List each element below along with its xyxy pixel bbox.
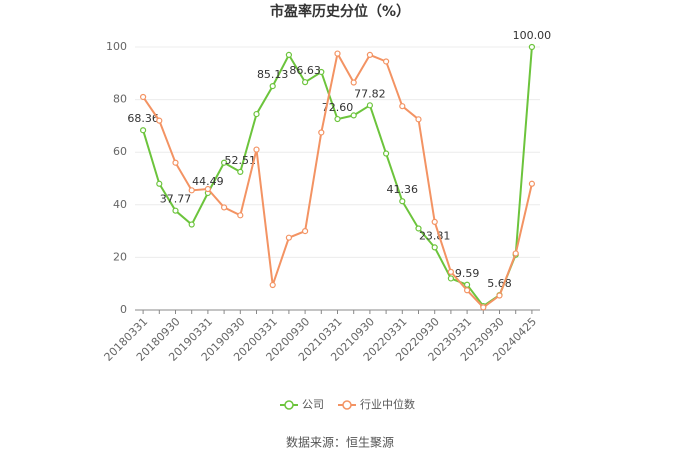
y-tick-label: 20 (113, 250, 127, 263)
data-label: 100.00 (513, 29, 552, 42)
y-tick-label: 0 (120, 303, 127, 316)
legend-label: 行业中位数 (360, 397, 415, 411)
point (302, 79, 309, 86)
point (431, 218, 438, 225)
point (350, 79, 357, 86)
point (221, 159, 228, 166)
legend-marker (342, 400, 352, 410)
point (528, 43, 536, 51)
point (528, 180, 536, 187)
point (447, 275, 454, 282)
point (431, 244, 438, 251)
point (480, 304, 487, 311)
data-label: 52.51 (225, 154, 257, 167)
point (253, 146, 260, 153)
point (512, 250, 519, 257)
point (399, 103, 406, 110)
point (285, 234, 292, 241)
point (269, 281, 276, 289)
point (156, 117, 163, 124)
point (237, 212, 244, 219)
point (399, 198, 406, 205)
point (366, 51, 373, 58)
source: 数据来源：恒生聚源 (286, 435, 394, 450)
point (464, 287, 471, 294)
point (318, 68, 325, 76)
point (253, 110, 260, 118)
point (188, 187, 195, 194)
y-tick-label: 40 (113, 198, 127, 211)
point (464, 281, 471, 288)
point (350, 112, 357, 119)
data-label: 77.82 (354, 87, 386, 100)
data-label: 23.81 (419, 229, 451, 242)
point (188, 221, 195, 228)
data-label: 9.59 (455, 267, 480, 280)
point (447, 268, 454, 275)
point (140, 93, 147, 101)
data-label: 5.68 (487, 277, 512, 290)
point (496, 292, 503, 299)
data-label: 72.60 (322, 101, 354, 114)
data-label: 44.49 (192, 175, 224, 188)
data-label: 86.63 (289, 64, 321, 77)
y-tick-label: 80 (113, 93, 127, 106)
data-label: 41.36 (387, 183, 419, 196)
point (366, 102, 373, 109)
point (334, 115, 341, 123)
point (285, 51, 292, 58)
legend-label: 公司 (302, 398, 324, 411)
point (156, 180, 163, 187)
point (269, 83, 276, 90)
point (204, 185, 211, 193)
point (383, 58, 390, 65)
point (172, 207, 179, 214)
y-tick-label: 100 (106, 40, 127, 53)
legend-marker (284, 400, 294, 410)
point (415, 116, 422, 123)
point (383, 150, 390, 157)
point (318, 129, 325, 136)
point (237, 168, 244, 175)
chart-title: 市盈率历史分位（%） (270, 3, 410, 20)
y-tick-label: 60 (113, 145, 127, 158)
point (334, 50, 341, 57)
point (172, 159, 179, 166)
data-label: 37.77 (160, 193, 192, 206)
point (140, 127, 147, 134)
point (221, 204, 228, 211)
point (302, 228, 309, 235)
data-label: 85.13 (257, 68, 289, 81)
point (415, 225, 422, 232)
data-label: 68.36 (127, 112, 159, 125)
